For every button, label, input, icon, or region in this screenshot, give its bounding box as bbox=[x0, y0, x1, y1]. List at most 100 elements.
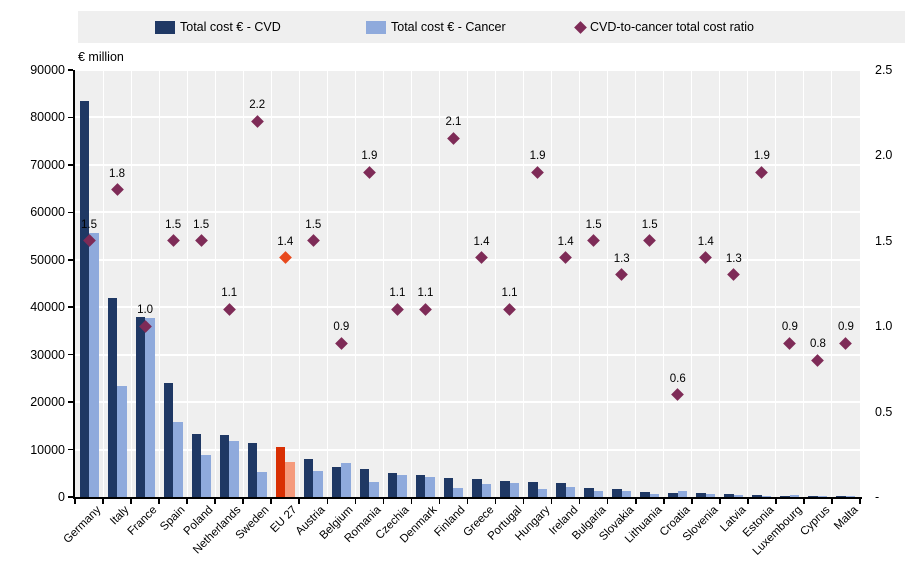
legend-item-cvd: Total cost € - CVD bbox=[155, 11, 281, 43]
bar-cancer-lithuania bbox=[649, 493, 660, 497]
ratio-value-label: 1.3 bbox=[613, 252, 630, 265]
bar-cancer-ireland bbox=[565, 487, 576, 497]
ratio-diamond-italy bbox=[110, 183, 124, 196]
gridline-vertical bbox=[270, 70, 272, 497]
bar-cancer-austria bbox=[313, 471, 323, 497]
y-axis-label-left: 10000 bbox=[30, 442, 65, 457]
x-axis-tick bbox=[354, 499, 357, 504]
x-axis-tick bbox=[747, 499, 749, 504]
gridline-vertical bbox=[438, 70, 440, 497]
ratio-diamond-eu-27 bbox=[278, 251, 292, 265]
ratio-diamond-portugal bbox=[503, 302, 516, 316]
bar-cancer-netherlands bbox=[229, 440, 239, 497]
x-axis-tick bbox=[74, 499, 76, 504]
ratio-diamond-luxembourg bbox=[783, 336, 797, 350]
bar-cancer-sweden bbox=[257, 472, 267, 497]
bar-cancer-denmark bbox=[425, 477, 435, 497]
x-axis-label-france: France bbox=[125, 504, 160, 538]
bar-cvd-slovenia bbox=[696, 493, 706, 497]
bar-cancer-estonia bbox=[761, 495, 772, 497]
bar-cancer-latvia bbox=[733, 494, 744, 497]
ratio-value-label: 1.5 bbox=[305, 218, 322, 231]
ratio-value-label: 1.9 bbox=[361, 150, 378, 163]
bar-cvd-estonia bbox=[752, 494, 762, 497]
ratio-value-label: 2.1 bbox=[445, 116, 462, 129]
ratio-value-label: 2.2 bbox=[249, 99, 266, 112]
bar-cancer-czechia bbox=[397, 475, 407, 497]
bar-cvd-spain bbox=[163, 383, 174, 497]
bar-cvd-czechia bbox=[387, 473, 398, 497]
gridline-vertical bbox=[298, 70, 300, 497]
bar-cancer-bulgaria bbox=[593, 491, 604, 497]
y-axis-tick-left bbox=[68, 164, 73, 166]
x-axis-tick bbox=[634, 499, 637, 504]
ratio-diamond-romania bbox=[363, 166, 376, 179]
y-axis-label-left: 30000 bbox=[30, 347, 65, 362]
y-axis-label-left: 60000 bbox=[30, 205, 65, 220]
y-axis-label-right: 1.0 bbox=[875, 319, 893, 334]
ratio-value-label: 0.8 bbox=[809, 338, 826, 351]
x-axis-tick bbox=[130, 499, 132, 504]
x-axis-tick bbox=[831, 499, 833, 504]
ratio-diamond-belgium bbox=[334, 336, 348, 350]
x-axis-tick bbox=[494, 499, 497, 504]
ratio-value-label: 1.1 bbox=[389, 287, 406, 300]
bar-cancer-italy bbox=[117, 386, 127, 497]
ratio-value-label: 0.9 bbox=[781, 321, 798, 334]
x-axis-tick bbox=[438, 499, 441, 504]
bar-cvd-luxembourg bbox=[780, 495, 790, 497]
x-axis-tick bbox=[102, 499, 104, 504]
ratio-value-label: 1.4 bbox=[557, 235, 574, 248]
bar-cancer-croatia bbox=[677, 490, 688, 497]
x-axis-label-malta: Malta bbox=[832, 504, 861, 533]
ratio-value-label: 0.9 bbox=[333, 321, 350, 334]
cancer-swatch-icon bbox=[366, 20, 386, 34]
x-axis-label-cyprus: Cyprus bbox=[798, 504, 833, 539]
ratio-diamond-cyprus bbox=[811, 353, 825, 367]
bar-cvd-belgium bbox=[331, 466, 342, 497]
ratio-value-label: 1.1 bbox=[417, 287, 434, 300]
bar-cvd-eu-27 bbox=[275, 447, 286, 497]
x-axis-tick bbox=[803, 499, 805, 504]
bar-cvd-sweden bbox=[247, 443, 258, 497]
bar-cvd-croatia bbox=[668, 493, 678, 497]
gridline-vertical bbox=[102, 70, 104, 497]
gridline-vertical bbox=[158, 70, 160, 497]
x-axis-tick bbox=[410, 499, 413, 504]
y-axis-label-left: 20000 bbox=[30, 395, 65, 410]
ratio-diamond-czechia bbox=[391, 302, 404, 316]
gridline-vertical bbox=[410, 70, 412, 497]
plot-area: 1.5 1.8 1.0 1.5 1.5 1.1 2.2 1.4 1.5 0.9 1.9 1.1 1.1 2… bbox=[75, 69, 860, 497]
x-axis-tick bbox=[326, 499, 329, 504]
ratio-value-label: 1.9 bbox=[753, 150, 770, 163]
ratio-diamond-croatia bbox=[671, 388, 685, 401]
ratio-value-label: 1.5 bbox=[165, 218, 182, 231]
gridline-vertical bbox=[186, 70, 188, 497]
x-axis-tick bbox=[690, 499, 693, 504]
bar-cvd-ireland bbox=[556, 482, 566, 497]
y-axis-tick-left bbox=[68, 448, 73, 451]
bar-cvd-cyprus bbox=[808, 495, 818, 497]
y-axis-tick-left bbox=[68, 211, 73, 214]
gridline-vertical bbox=[747, 70, 749, 497]
bar-cvd-poland bbox=[191, 434, 202, 497]
ratio-diamond-poland bbox=[194, 234, 208, 248]
y-axis-label-left: 70000 bbox=[30, 157, 65, 172]
legend-label-ratio: CVD-to-cancer total cost ratio bbox=[590, 20, 754, 34]
ratio-diamond-spain bbox=[166, 234, 180, 248]
bar-cvd-romania bbox=[359, 468, 370, 497]
bar-cancer-france bbox=[145, 318, 155, 497]
bar-cancer-belgium bbox=[341, 463, 351, 497]
x-axis-tick bbox=[859, 499, 861, 504]
x-axis-tick bbox=[522, 499, 525, 504]
bar-cvd-portugal bbox=[500, 481, 510, 497]
ratio-value-label: 1.4 bbox=[277, 235, 294, 248]
gridline-vertical bbox=[635, 70, 637, 497]
ratio-value-label: 1.3 bbox=[725, 252, 742, 265]
ratio-diamond-netherlands bbox=[222, 302, 236, 316]
x-axis-tick bbox=[186, 499, 188, 504]
x-axis-tick bbox=[775, 499, 777, 504]
bar-cvd-bulgaria bbox=[584, 488, 594, 497]
gridline-vertical bbox=[354, 70, 356, 497]
ratio-diamond-hungary bbox=[531, 166, 544, 179]
